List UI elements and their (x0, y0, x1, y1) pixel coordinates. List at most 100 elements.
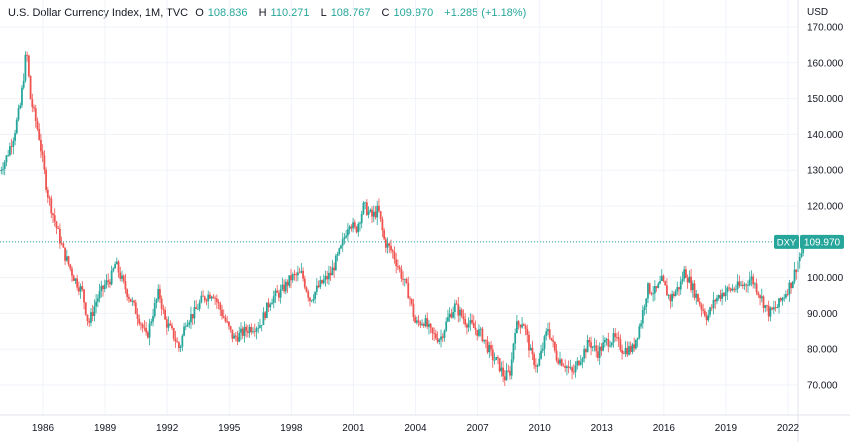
candle-body (393, 251, 396, 260)
candle-body (498, 358, 501, 372)
candle-body (429, 323, 432, 328)
candle-body (248, 326, 251, 333)
candle-body (67, 256, 70, 265)
candle-body (495, 357, 498, 360)
candle-body (686, 277, 689, 283)
candle-body (129, 298, 132, 302)
candle-body (255, 328, 258, 332)
candle-body (386, 243, 389, 248)
candle-body (48, 197, 51, 199)
candle-body (162, 308, 165, 310)
candle-body (45, 169, 48, 190)
candle-body (433, 333, 436, 334)
candle-body (155, 299, 158, 303)
candle-body (436, 338, 439, 342)
candle-body (171, 325, 173, 329)
candle-body (748, 279, 751, 286)
candle-body (664, 281, 667, 286)
candle-body (103, 284, 106, 290)
change-value: +1.285 (+1.18%) (444, 7, 527, 19)
low-key: L (320, 7, 327, 19)
candle-body (253, 331, 256, 333)
candle-body (276, 290, 279, 293)
candle-body (334, 255, 337, 271)
candle-body (315, 285, 318, 292)
candle-body (167, 323, 170, 328)
candle-body (462, 316, 465, 320)
candle-body (0, 170, 3, 171)
candle-body (417, 320, 420, 323)
candle-body (634, 339, 637, 349)
candle-body (117, 261, 120, 273)
candle-body (653, 286, 656, 294)
candle-body (566, 366, 568, 369)
candle-body (705, 315, 708, 321)
candles (0, 51, 806, 387)
candle-body (310, 300, 313, 302)
candle-body (86, 314, 89, 322)
candle-body (655, 286, 658, 288)
candle-body (779, 298, 782, 301)
candle-body (174, 338, 177, 342)
candle-body (650, 292, 653, 295)
candle-body (102, 285, 104, 290)
candle-body (24, 54, 27, 81)
candle-body (514, 333, 517, 344)
candle-body (688, 276, 691, 283)
candle-body (328, 272, 330, 280)
candle-body (472, 323, 475, 328)
candle-body (681, 279, 684, 282)
candle-body (164, 309, 166, 320)
candle-body (593, 345, 596, 347)
candle-body (450, 313, 453, 318)
candle-body (153, 302, 156, 317)
candle-body (340, 245, 342, 249)
candle-body (659, 281, 661, 284)
candle-body (212, 296, 215, 298)
candle-body (772, 307, 775, 310)
candle-body (21, 87, 23, 106)
candle-body (27, 55, 30, 76)
candle-body (524, 325, 527, 329)
price-axis-ticks[interactable]: 170.000 160.000 150.000 140.000 130.000 120.0… (807, 23, 844, 392)
time-tick-label: 2007 (466, 423, 489, 434)
candle-body (191, 314, 194, 319)
candle-body (262, 312, 265, 325)
candle-body (196, 309, 199, 310)
candle-body (198, 302, 201, 310)
candle-body (274, 290, 277, 297)
candle-body (69, 264, 72, 269)
symbol-badge-text: DXY (777, 237, 797, 248)
candle-body (588, 340, 591, 343)
candle-body (721, 293, 724, 299)
candle-body (493, 359, 496, 361)
candle-body (122, 275, 125, 281)
candle-body (453, 303, 456, 312)
candle-body (300, 270, 303, 273)
candle-body (322, 279, 325, 284)
candle-body (81, 286, 84, 290)
time-axis-ticks[interactable]: 1986 1989 1992 1995 1998 2001 2004 2007 2010 2013… (32, 423, 800, 434)
candle-body (460, 309, 463, 317)
candle-body (553, 341, 556, 351)
candle-body (622, 353, 625, 355)
candle-body (291, 274, 294, 281)
candle-body (478, 329, 480, 336)
candle-body (531, 347, 534, 355)
candle-body (571, 367, 573, 372)
time-tick-label: 2001 (342, 423, 365, 434)
candle-body (114, 264, 116, 269)
candle-body (605, 338, 608, 340)
candle-body (140, 323, 142, 325)
candle-body (157, 289, 160, 300)
candle-body (12, 140, 15, 147)
candle-body (319, 280, 322, 288)
candle-body (455, 303, 458, 305)
candle-body (146, 332, 149, 338)
candle-body (324, 276, 327, 280)
candle-body (19, 105, 22, 109)
candle-body (486, 341, 489, 353)
candle-body (360, 213, 363, 224)
